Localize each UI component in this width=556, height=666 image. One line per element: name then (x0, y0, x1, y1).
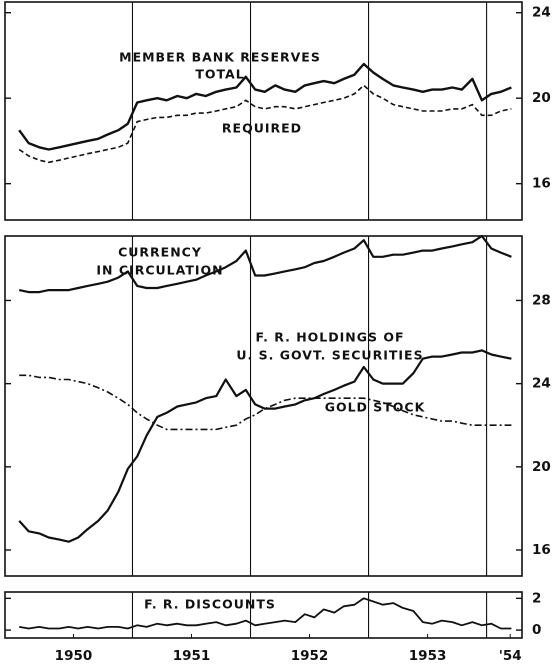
y-tick-label: 0 (532, 622, 541, 638)
x-tick-label: 1950 (55, 648, 93, 664)
y-tick-label: 20 (532, 459, 551, 475)
x-tick-label: 1951 (173, 648, 211, 664)
series-line (18, 349, 512, 543)
panel-frame (4, 235, 523, 577)
x-tick-label: 1952 (291, 648, 329, 664)
annotation: U. S. GOVT. SECURITIES (236, 348, 423, 363)
annotation: CURRENCY (118, 245, 202, 260)
y-tick-label: 28 (532, 292, 551, 308)
series-line (18, 234, 512, 294)
y-tick-label: 16 (532, 176, 551, 192)
annotation: F. R. DISCOUNTS (144, 597, 276, 612)
x-tick-label: 1953 (409, 648, 447, 664)
panel-frame (4, 1, 523, 221)
annotation: TOTAL (195, 67, 244, 82)
annotation: GOLD STOCK (325, 400, 426, 415)
annotation: REQUIRED (222, 121, 302, 136)
annotation: MEMBER BANK RESERVES (119, 50, 321, 65)
y-tick-label: 2 (532, 590, 541, 606)
y-tick-label: 16 (532, 542, 551, 558)
x-tick-label: '54 (499, 648, 522, 664)
y-tick-label: 20 (532, 90, 551, 106)
annotation: IN CIRCULATION (96, 263, 223, 278)
series-line (18, 62, 512, 151)
series-line (19, 374, 512, 431)
y-tick-label: 24 (532, 376, 551, 392)
series-line (19, 597, 512, 630)
y-tick-label: 24 (532, 5, 551, 21)
panel-frame (4, 591, 523, 639)
annotation: F. R. HOLDINGS OF (255, 330, 404, 345)
